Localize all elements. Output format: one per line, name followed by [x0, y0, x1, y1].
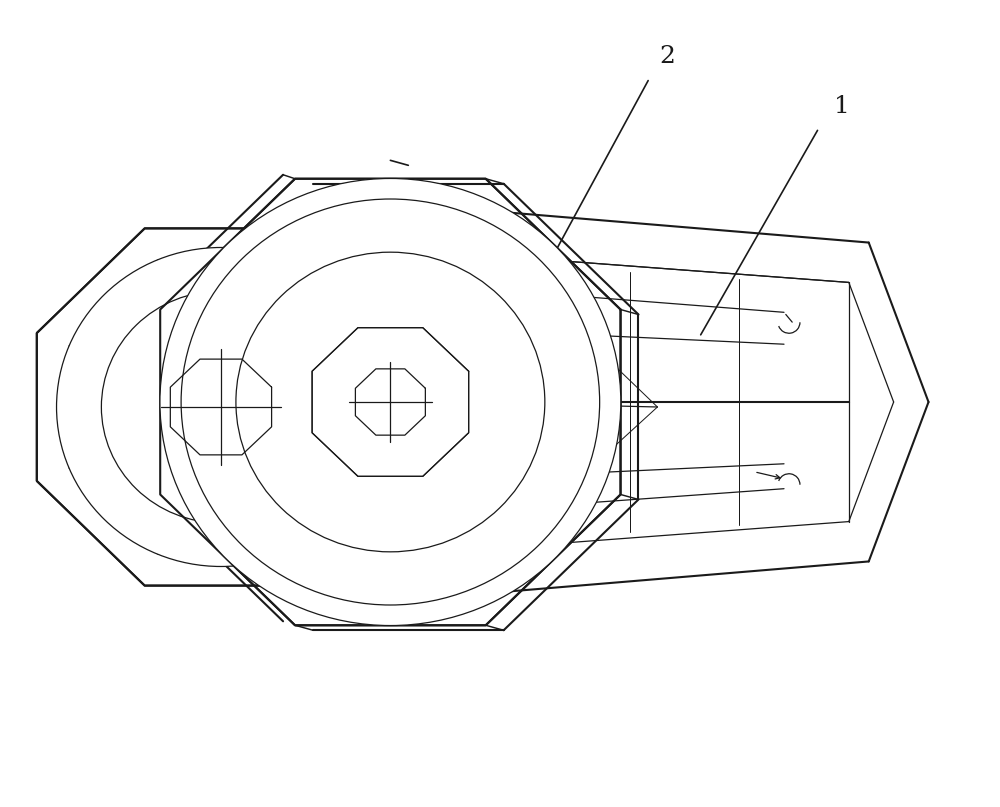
Polygon shape — [170, 359, 272, 455]
Ellipse shape — [160, 178, 621, 625]
Polygon shape — [445, 207, 934, 606]
Polygon shape — [160, 178, 621, 625]
Text: 2: 2 — [659, 45, 675, 68]
Text: 1: 1 — [834, 95, 850, 118]
Polygon shape — [312, 328, 469, 476]
Ellipse shape — [57, 248, 385, 567]
Polygon shape — [37, 228, 405, 586]
